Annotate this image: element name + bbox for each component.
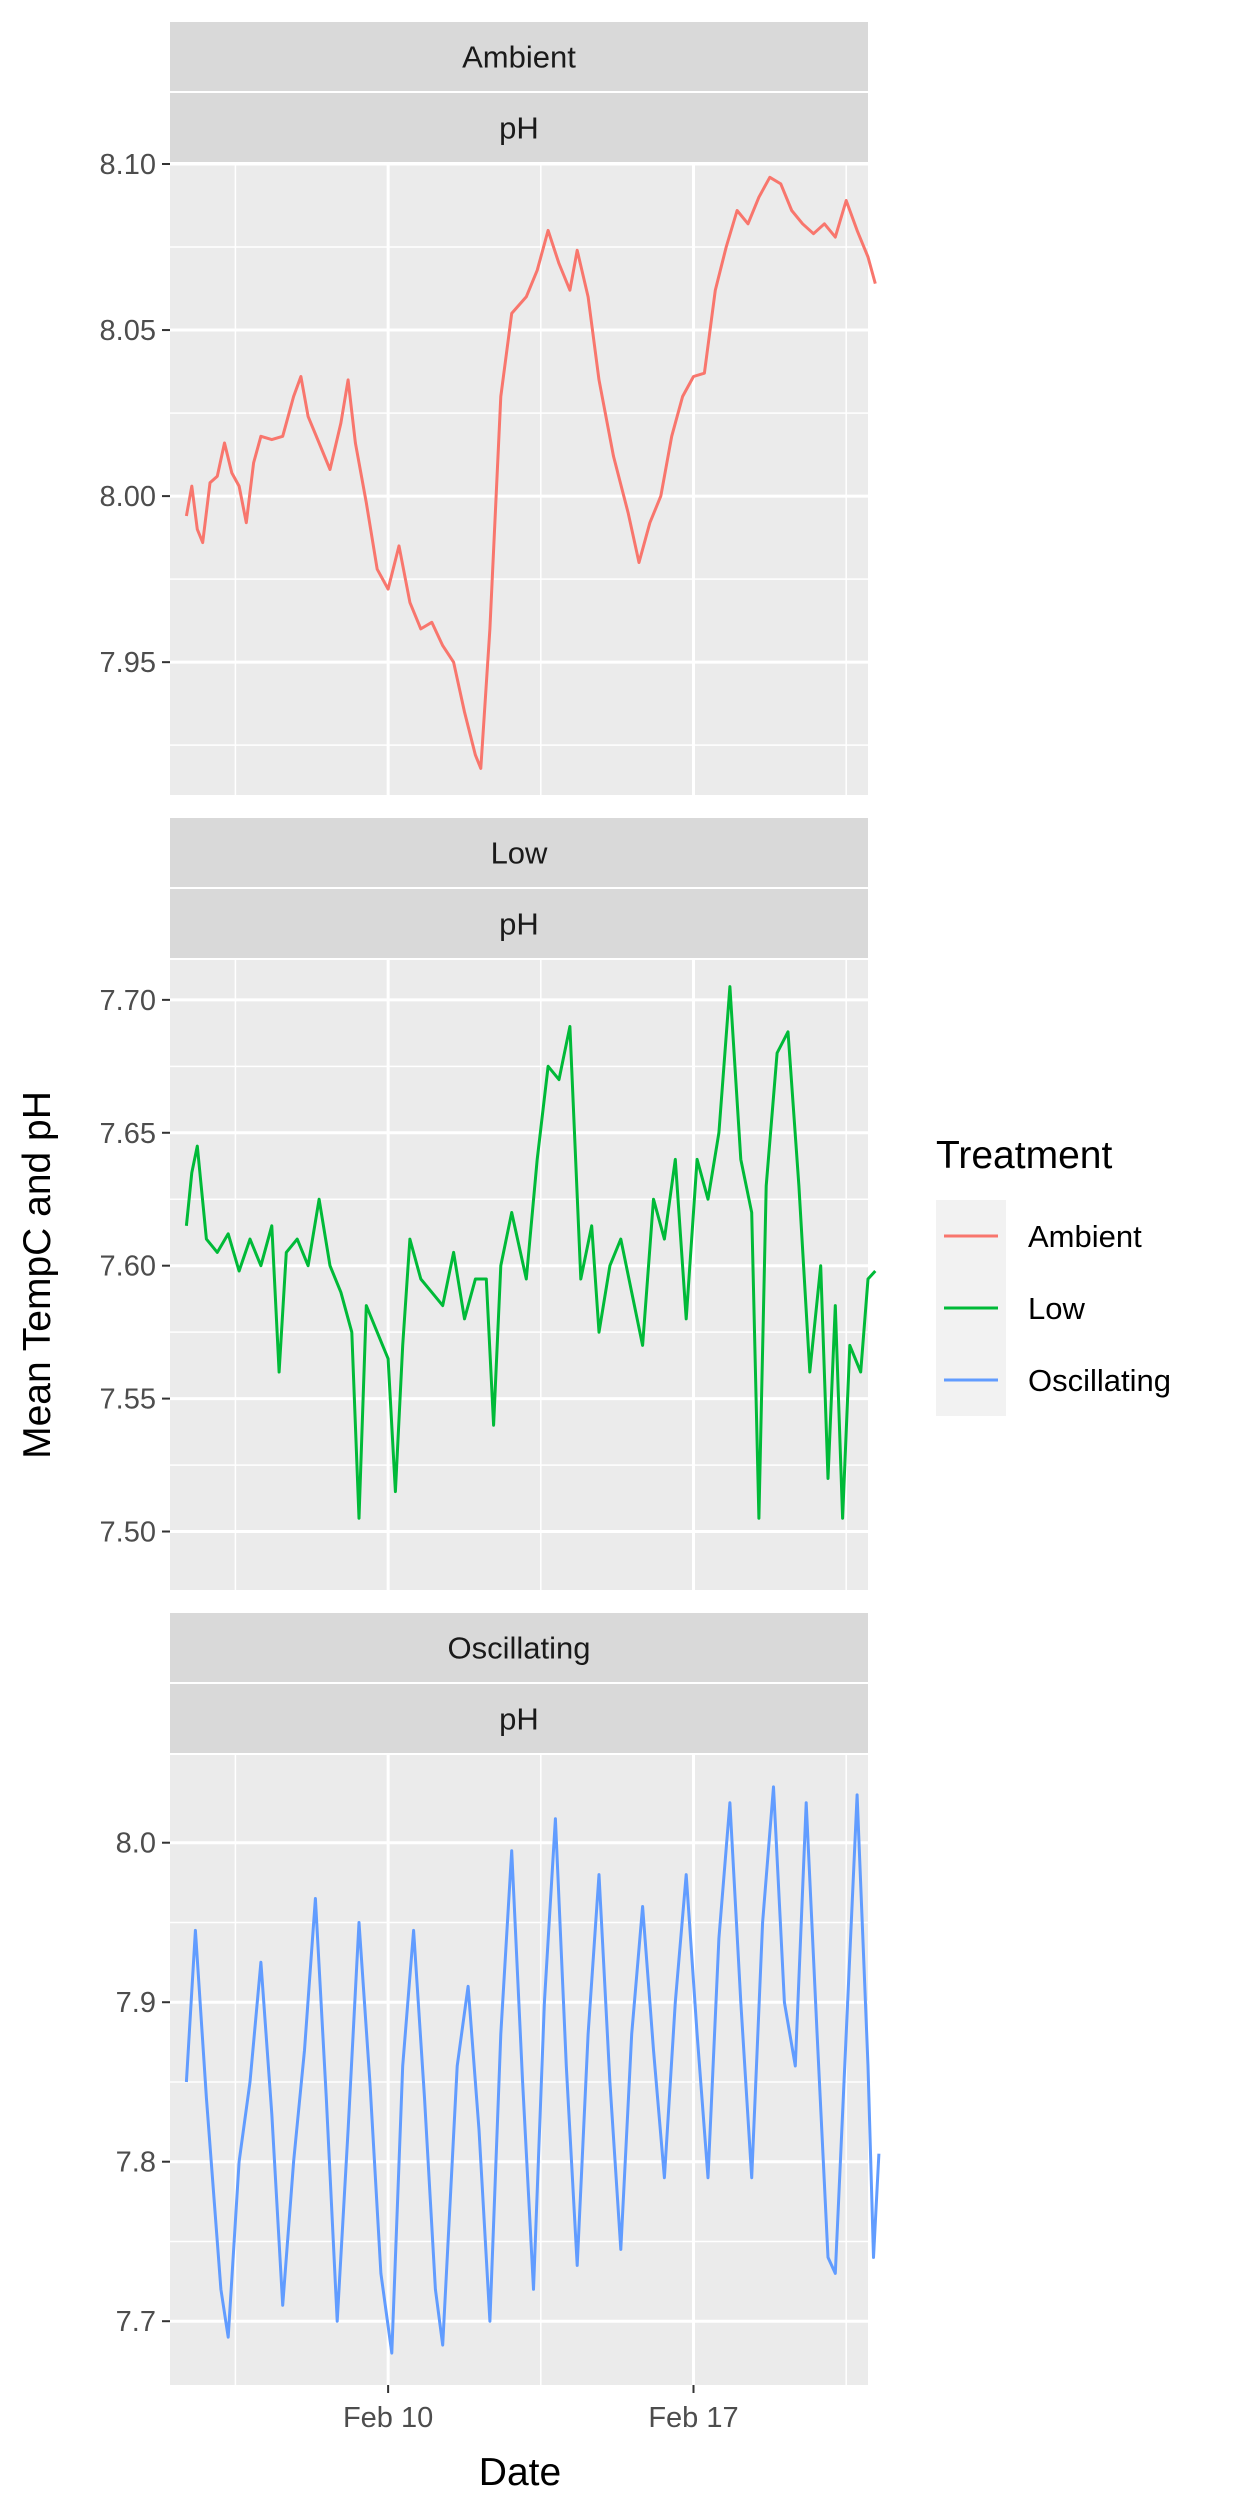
y-tick-label: 7.95 <box>100 647 156 679</box>
y-tick-label: 7.7 <box>116 2306 156 2338</box>
strip-background <box>170 93 868 162</box>
strip-label: pH <box>499 111 539 146</box>
y-tick-label: 8.00 <box>100 481 156 513</box>
legend-label: Ambient <box>1028 1219 1142 1254</box>
y-tick-label: 8.0 <box>116 1828 156 1860</box>
legend-label: Low <box>1028 1291 1085 1326</box>
strip-label: Oscillating <box>448 1631 591 1666</box>
x-axis-title: Date <box>479 2451 561 2494</box>
facet-panel: Low pH 7.50 7.55 7.60 7.65 7.70 <box>100 818 877 1590</box>
strip-label: pH <box>499 1702 539 1737</box>
plot-background <box>170 1755 868 2385</box>
legend-title: Treatment <box>936 1134 1112 1177</box>
y-tick-label: 7.60 <box>100 1251 156 1283</box>
series-line <box>184 175 877 770</box>
y-tick-label: 7.70 <box>100 985 156 1017</box>
y-axis-title: Mean TempC and pH <box>16 1091 59 1459</box>
y-tick-label: 7.65 <box>100 1118 156 1150</box>
legend-label: Oscillating <box>1028 1363 1171 1398</box>
strip-background <box>170 1613 868 1682</box>
strip-background <box>170 22 868 91</box>
strip-label: Low <box>491 836 548 871</box>
x-tick-label: Feb 10 <box>343 2402 433 2434</box>
facet-panel: Ambient pH 7.95 8.00 8.05 8.10 <box>100 22 877 795</box>
series-line <box>184 985 877 1520</box>
y-tick-label: 8.05 <box>100 315 156 347</box>
plot-background <box>170 164 868 795</box>
strip-label: pH <box>499 907 539 942</box>
facet-panel: Oscillating pH 7.7 7.8 7.9 8.0 <box>116 1613 881 2385</box>
x-tick-label: Feb 17 <box>648 2402 738 2434</box>
strip-label: Ambient <box>462 40 576 75</box>
facet-panels: Ambient pH 7.95 8.00 8.05 8.10 Low pH 7.50 7.55 7.… <box>100 22 881 2385</box>
y-tick-label: 8.10 <box>100 149 156 181</box>
y-tick-label: 7.50 <box>100 1517 156 1549</box>
y-tick-label: 7.9 <box>116 1987 156 2019</box>
legend: Treatment Ambient Low Oscillating <box>936 1134 1171 1416</box>
strip-background <box>170 889 868 958</box>
series-line <box>184 1785 881 2355</box>
y-tick-label: 7.8 <box>116 2147 156 2179</box>
strip-background <box>170 1684 868 1753</box>
y-tick-label: 7.55 <box>100 1384 156 1416</box>
x-axis: Feb 10 Feb 17 <box>343 2385 739 2434</box>
strip-background <box>170 818 868 887</box>
